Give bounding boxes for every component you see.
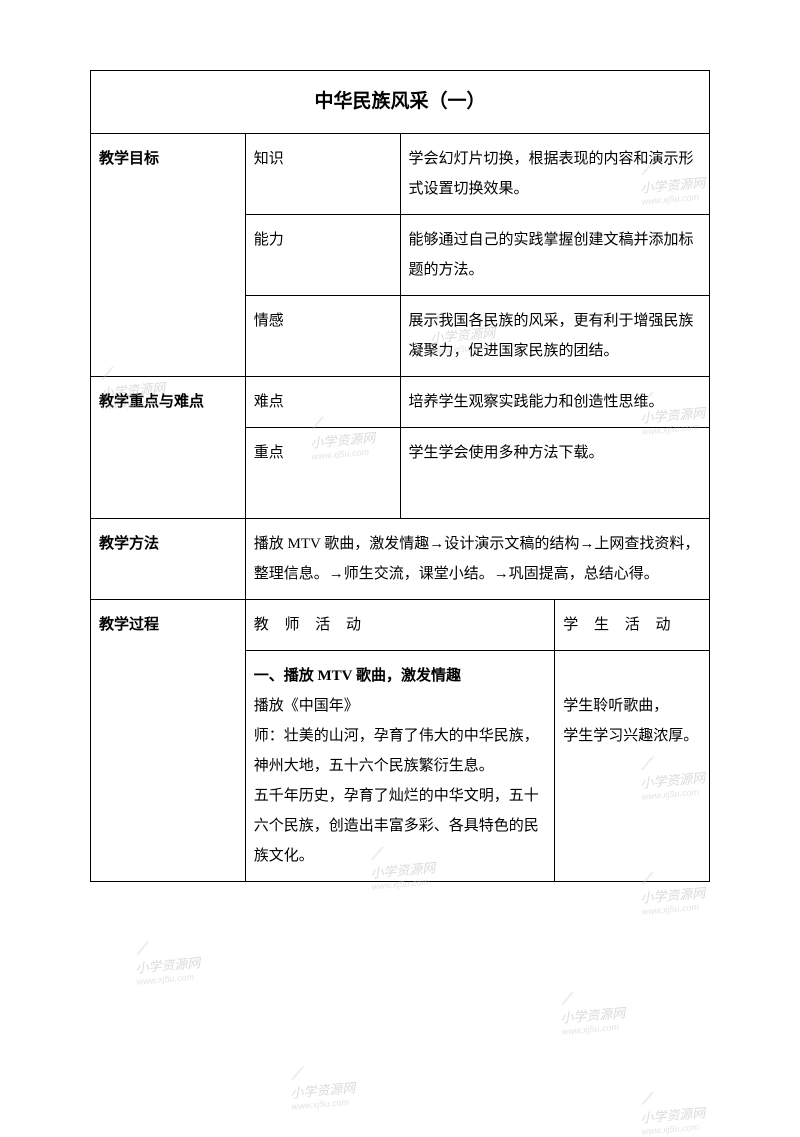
student-line1: 学生聆听歌曲，: [563, 691, 701, 721]
teacher-heading: 一、播放 MTV 歌曲，激发情趣: [254, 661, 547, 691]
knowledge-content: 学会幻灯片切换，根据表现的内容和演示形式设置切换效果。: [400, 134, 710, 215]
page-title: 中华民族风采（一）: [91, 71, 710, 134]
focus-content: 学生学会使用多种方法下载。: [400, 428, 710, 519]
student-header: 学 生 活 动: [555, 600, 710, 651]
student-line2: 学生学习兴趣浓厚。: [563, 721, 701, 751]
knowledge-label: 知识: [245, 134, 400, 215]
student-activity: 学生聆听歌曲， 学生学习兴趣浓厚。: [555, 651, 710, 882]
ability-content: 能够通过自己的实践掌握创建文稿并添加标题的方法。: [400, 215, 710, 296]
difficulty-label: 难点: [245, 377, 400, 428]
method-label: 教学方法: [91, 519, 246, 600]
lesson-plan-table: 中华民族风采（一） 教学目标 知识 学会幻灯片切换，根据表现的内容和演示形式设置…: [90, 70, 710, 882]
keypoints-label: 教学重点与难点: [91, 377, 246, 519]
focus-label: 重点: [245, 428, 400, 519]
teacher-line1: 播放《中国年》: [254, 691, 547, 721]
teacher-line2: 师：壮美的山河，孕育了伟大的中华民族，神州大地，五十六个民族繁衍生息。: [254, 721, 547, 781]
teacher-header: 教 师 活 动: [245, 600, 555, 651]
watermark-icon: 小学资源网 www.xj5u.com: [558, 987, 627, 1036]
watermark-icon: 小学资源网 www.xj5u.com: [133, 937, 202, 986]
watermark-icon: 小学资源网 www.xj5u.com: [638, 1087, 707, 1136]
teacher-line3: 五千年历史，孕育了灿烂的中华文明，五十六个民族，创造出丰富多彩、各具特色的民族文…: [254, 781, 547, 871]
emotion-content: 展示我国各民族的风采，更有利于增强民族凝聚力，促进国家民族的团结。: [400, 296, 710, 377]
difficulty-content: 培养学生观察实践能力和创造性思维。: [400, 377, 710, 428]
objectives-label: 教学目标: [91, 134, 246, 377]
watermark-icon: 小学资源网 www.xj5u.com: [288, 1062, 357, 1111]
process-label: 教学过程: [91, 600, 246, 882]
teacher-activity: 一、播放 MTV 歌曲，激发情趣 播放《中国年》 师：壮美的山河，孕育了伟大的中…: [245, 651, 555, 882]
method-content: 播放 MTV 歌曲，激发情趣→设计演示文稿的结构→上网查找资料，整理信息。→师生…: [245, 519, 709, 600]
emotion-label: 情感: [245, 296, 400, 377]
ability-label: 能力: [245, 215, 400, 296]
